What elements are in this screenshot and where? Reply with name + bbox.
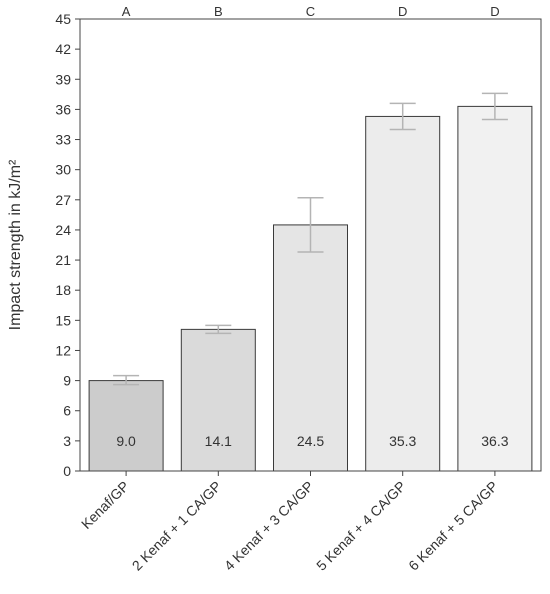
x-axis: Kenaf/GP2 Kenaf + 1 CA/GP4 Kenaf + 3 CA/… (78, 471, 501, 574)
bars: 9.0 A 14.1 B 24.5 C 35.3 D 36.3 D (88, 4, 533, 472)
bar (88, 380, 164, 472)
y-tick-label: 24 (55, 222, 71, 238)
bar-value-label: 24.5 (297, 433, 324, 449)
y-tick-label: 39 (55, 71, 71, 87)
y-tick-label: 30 (55, 162, 71, 178)
x-tick-label: 2 Kenaf + 1 CA/GP (129, 478, 225, 574)
y-tick-label: 0 (63, 463, 71, 479)
y-tick-label: 3 (63, 433, 71, 449)
x-tick-label: 5 Kenaf + 4 CA/GP (313, 478, 409, 574)
group-letter: D (490, 4, 499, 19)
x-tick-label: 4 Kenaf + 3 CA/GP (221, 478, 317, 574)
y-tick-label: 9 (63, 373, 71, 389)
y-tick-label: 27 (55, 192, 71, 208)
y-tick-label: 15 (55, 312, 71, 328)
group-letter: A (122, 4, 131, 19)
y-axis-title: Impact strength in kJ/m² (7, 159, 24, 330)
group-letter: C (306, 4, 315, 19)
x-tick-label: Kenaf/GP (78, 478, 132, 532)
group-letter: B (214, 4, 223, 19)
y-tick-label: 18 (55, 282, 71, 298)
y-tick-label: 45 (55, 11, 71, 27)
x-tick-label: 6 Kenaf + 5 CA/GP (405, 478, 501, 574)
bar-value-label: 35.3 (389, 433, 416, 449)
bar-value-label: 9.0 (116, 433, 136, 449)
bar-value-label: 14.1 (205, 433, 232, 449)
bar (457, 105, 533, 472)
y-tick-label: 21 (55, 252, 71, 268)
y-tick-label: 33 (55, 132, 71, 148)
plot-frame (79, 18, 542, 472)
y-tick-label: 6 (63, 403, 71, 419)
bar (180, 328, 256, 472)
bar (365, 115, 441, 472)
bar-value-label: 36.3 (481, 433, 508, 449)
y-tick-label: 12 (55, 342, 71, 358)
y-tick-label: 36 (55, 101, 71, 117)
y-tick-label: 42 (55, 41, 71, 57)
group-letter: D (398, 4, 407, 19)
